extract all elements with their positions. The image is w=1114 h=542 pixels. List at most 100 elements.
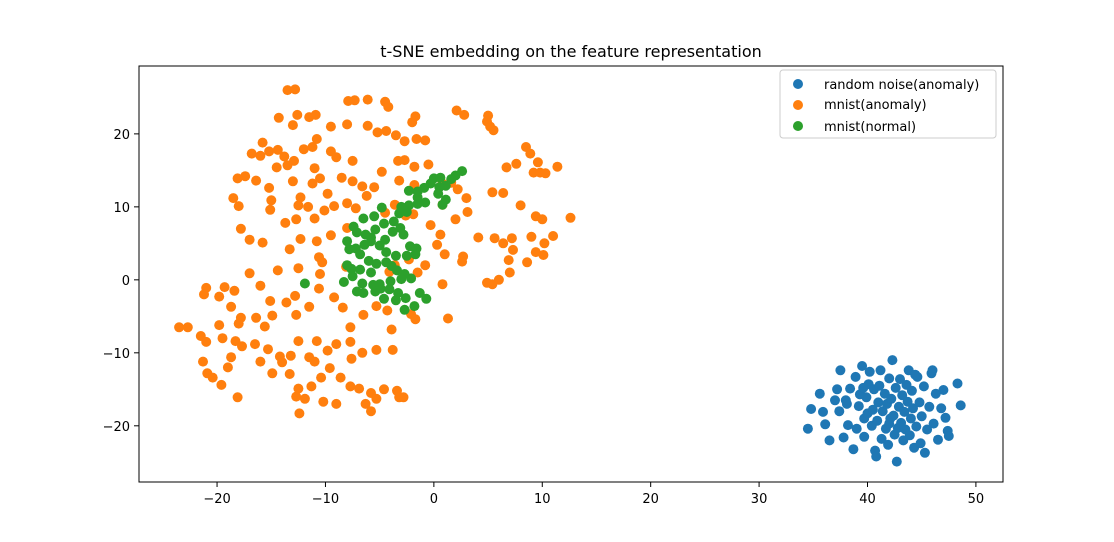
data-point-series-0-22 xyxy=(861,392,872,403)
data-point-series-2-18 xyxy=(369,211,380,222)
data-point-series-1-26 xyxy=(411,134,422,144)
data-point-series-0-33 xyxy=(874,380,885,391)
data-point-series-1-76 xyxy=(525,148,536,159)
data-point-series-0-9 xyxy=(835,365,846,376)
data-point-series-1-2 xyxy=(292,109,303,120)
data-point-series-1-47 xyxy=(233,201,244,212)
legend-marker-mnist-anomaly xyxy=(793,100,803,110)
data-point-series-1-37 xyxy=(347,155,358,166)
data-point-series-1-206 xyxy=(277,357,288,368)
data-point-series-0-8 xyxy=(834,406,845,417)
data-point-series-1-86 xyxy=(266,195,277,206)
data-point-series-0-86 xyxy=(858,382,869,393)
data-point-series-2-17 xyxy=(376,202,387,213)
data-point-series-1-133 xyxy=(508,244,518,255)
data-point-series-1-197 xyxy=(198,356,208,367)
data-point-series-0-72 xyxy=(924,401,935,412)
data-point-series-0-15 xyxy=(850,371,861,382)
data-point-series-1-124 xyxy=(420,260,431,271)
data-point-series-1-211 xyxy=(306,381,317,392)
data-point-series-0-7 xyxy=(832,384,843,395)
legend-box xyxy=(779,69,997,139)
data-point-series-1-92 xyxy=(303,201,314,212)
data-point-series-1-154 xyxy=(329,292,340,303)
data-point-series-2-75 xyxy=(387,226,398,237)
data-point-series-1-67 xyxy=(452,184,463,195)
data-point-series-2-68 xyxy=(421,293,432,304)
data-point-series-1-61 xyxy=(376,166,387,177)
data-point-series-0-71 xyxy=(922,424,933,435)
data-point-series-1-55 xyxy=(309,163,320,174)
data-point-series-1-193 xyxy=(345,336,356,347)
data-point-series-0-84 xyxy=(927,365,938,376)
data-point-series-1-34 xyxy=(307,142,318,152)
data-point-series-0-40 xyxy=(883,439,894,450)
x-tick-label: 20 xyxy=(642,492,659,507)
data-point-series-1-57 xyxy=(347,176,358,187)
data-point-series-1-184 xyxy=(250,339,260,350)
data-point-series-1-4 xyxy=(273,112,284,123)
data-point-series-0-41 xyxy=(884,373,895,384)
data-point-series-2-30 xyxy=(410,249,421,260)
data-point-series-1-227 xyxy=(394,392,405,403)
data-point-series-1-29 xyxy=(257,137,268,148)
data-point-series-0-47 xyxy=(890,382,901,393)
data-point-series-1-64 xyxy=(423,159,434,170)
data-point-series-1-82 xyxy=(515,200,526,211)
data-point-series-1-150 xyxy=(290,290,301,301)
data-point-series-1-125 xyxy=(435,229,446,240)
data-point-series-1-1 xyxy=(290,84,301,95)
data-point-series-1-207 xyxy=(284,369,295,379)
data-point-series-2-33 xyxy=(381,247,392,258)
legend: random noise(anomaly) mnist(anomaly) mni… xyxy=(779,69,997,139)
data-point-series-1-174 xyxy=(259,321,270,332)
data-point-series-0-3 xyxy=(818,406,828,417)
data-point-series-1-210 xyxy=(294,408,305,419)
data-point-series-1-50 xyxy=(271,162,282,173)
data-point-series-2-41 xyxy=(371,258,382,269)
data-point-series-2-44 xyxy=(392,265,402,276)
data-point-series-0-1 xyxy=(806,404,817,414)
data-point-series-1-62 xyxy=(394,175,405,186)
data-point-series-2-62 xyxy=(399,304,410,315)
data-point-series-1-41 xyxy=(272,144,283,155)
legend-marker-random-noise xyxy=(793,79,803,89)
data-point-series-0-85 xyxy=(915,438,926,449)
data-point-series-0-43 xyxy=(886,393,897,404)
data-point-series-1-216 xyxy=(354,383,365,394)
data-point-series-0-76 xyxy=(933,434,943,445)
data-point-series-1-127 xyxy=(439,249,450,260)
data-point-series-0-14 xyxy=(848,444,859,455)
legend-label-mnist-normal: mnist(normal) xyxy=(824,120,916,135)
data-point-series-1-13 xyxy=(451,105,462,116)
data-point-series-2-69 xyxy=(414,288,425,298)
data-point-series-1-141 xyxy=(548,231,559,241)
data-point-series-1-59 xyxy=(357,181,368,192)
data-point-series-1-192 xyxy=(331,339,342,350)
data-point-series-0-35 xyxy=(876,433,887,444)
data-point-series-1-190 xyxy=(311,336,322,347)
data-point-series-0-83 xyxy=(955,400,966,411)
data-point-series-1-191 xyxy=(322,345,333,356)
data-point-series-0-13 xyxy=(845,383,856,394)
data-point-series-2-32 xyxy=(390,250,401,261)
data-point-series-1-99 xyxy=(361,190,372,201)
data-point-series-1-158 xyxy=(371,301,382,312)
data-point-series-1-142 xyxy=(530,247,541,258)
data-point-series-2-38 xyxy=(344,244,355,255)
data-point-series-1-73 xyxy=(501,162,512,173)
data-point-series-1-109 xyxy=(284,244,295,255)
data-point-series-1-180 xyxy=(214,320,225,331)
y-tick-label: 10 xyxy=(113,201,130,216)
data-point-series-1-162 xyxy=(410,314,421,325)
data-point-series-1-135 xyxy=(504,267,515,278)
data-point-series-1-30 xyxy=(264,146,275,157)
data-point-series-1-0 xyxy=(282,85,293,96)
data-point-series-1-56 xyxy=(331,152,342,163)
data-point-series-1-28 xyxy=(287,120,298,131)
data-point-series-0-2 xyxy=(814,388,825,399)
data-point-series-0-27 xyxy=(867,404,878,415)
data-point-series-0-75 xyxy=(930,388,941,399)
data-point-series-0-87 xyxy=(841,398,852,409)
